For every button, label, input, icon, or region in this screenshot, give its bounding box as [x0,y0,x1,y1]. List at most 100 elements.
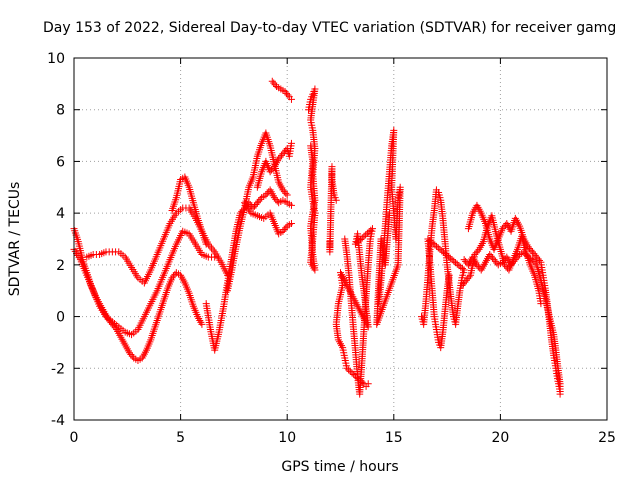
data-point [271,81,279,89]
data-point [279,227,287,235]
data-point [474,247,482,255]
data-point [452,259,460,267]
data-point [202,240,210,248]
x-axis: 0 5 10 15 20 25 [70,58,616,446]
grid [74,58,607,420]
data-point [530,257,538,265]
data-point [499,225,507,233]
data-point [280,226,288,234]
data-point [279,186,287,194]
data-point [458,282,466,290]
data-point [427,238,435,246]
y-tick-label: 2 [56,258,65,274]
data-point [278,151,286,159]
y-axis: -4 -2 0 2 4 6 8 10 [47,51,607,429]
data-point [266,168,274,176]
data-point [270,79,278,87]
data-point [436,245,444,253]
data-point [431,241,439,249]
data-point [345,366,353,374]
y-tick-label: 8 [56,103,65,119]
data-point [249,204,257,212]
data-point [487,252,495,260]
data-point [465,273,473,281]
data-point [530,250,538,258]
data-point [256,195,264,203]
data-point [365,228,373,236]
data-point [208,244,216,252]
data-point [528,256,536,264]
data-point [268,77,276,85]
data-point [534,255,542,263]
data-point [491,257,499,265]
data-point [198,320,206,328]
data-point [472,249,480,257]
data-point [348,369,356,377]
y-tick-label: 10 [47,51,65,67]
data-point [282,189,290,197]
data-point [489,254,497,262]
data-point [501,261,509,269]
data-point [537,300,545,308]
data-point [445,253,453,261]
data-point [168,274,176,282]
data-point [270,194,278,202]
data-point [533,253,541,261]
data-point [280,148,288,156]
data-point [253,199,261,207]
data-point [438,247,446,255]
data-point [459,280,467,288]
data-point [255,197,263,205]
data-point [332,196,340,204]
data-point [464,275,472,283]
data-point [460,256,468,264]
data-point [275,155,283,163]
y-tick-label: 0 [56,310,65,326]
x-tick-label: 15 [385,430,403,446]
data-point [272,195,280,203]
data-point [363,229,371,237]
data-point [486,251,494,259]
data-point [343,364,351,372]
data-point [364,380,372,388]
chart-title: Day 153 of 2022, Sidereal Day-to-day VTE… [43,20,616,36]
data-point [358,378,366,386]
data-point [269,164,277,172]
data-point [526,244,534,252]
data-point [490,256,498,264]
data-point [433,242,441,250]
data-point [284,91,292,99]
data-point [528,248,536,256]
data-point [386,209,394,217]
data-point [556,388,564,396]
data-point [287,201,295,209]
data-point [268,166,276,174]
data-point [426,236,434,244]
x-tick-label: 20 [491,430,509,446]
plot-frame [73,57,608,421]
x-tick-label: 25 [598,430,616,446]
data-point [441,250,449,258]
data-point [462,276,470,284]
data-point [448,256,456,264]
data-point [128,352,136,360]
data-point [460,266,468,274]
x-axis-label: GPS time / hours [281,459,398,475]
data-point [252,201,260,209]
data-point [127,350,135,358]
data-point [251,202,259,210]
y-tick-label: -2 [51,361,65,377]
data-point [535,257,543,265]
data-point [362,231,370,239]
data-point [355,375,363,383]
data-point [473,261,481,269]
data-point [351,372,359,380]
data-point [276,153,284,161]
data-point [453,260,461,268]
data-point [455,262,463,270]
data-point [282,224,290,232]
data-point [353,374,361,382]
data-point [368,225,376,233]
data-point [450,257,458,265]
